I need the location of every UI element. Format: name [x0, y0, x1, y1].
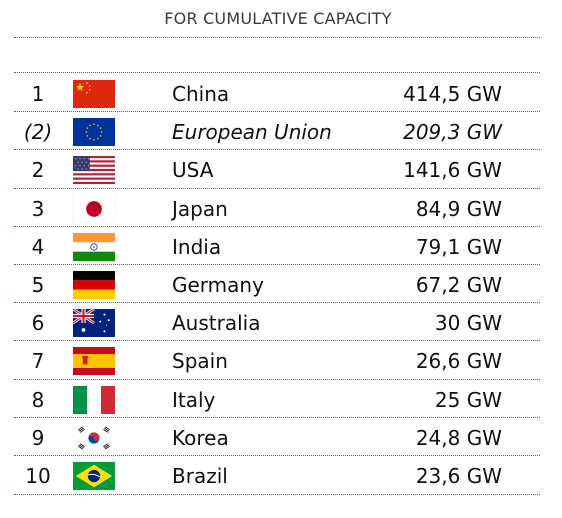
spain-flag-icon	[71, 347, 117, 375]
table-title: FOR CUMULATIVE CAPACITY	[164, 9, 392, 28]
capacity-value: 24,8 GW	[415, 426, 502, 450]
table-row: 7 Spain 26,6 GW	[14, 342, 540, 380]
country-name: Italy	[172, 388, 216, 412]
divider	[14, 226, 540, 227]
table-row: 3 Japan 84,9 GW	[14, 190, 540, 228]
divider	[14, 417, 540, 418]
india-flag-icon	[71, 233, 117, 261]
rank-cell: 10	[25, 464, 51, 488]
divider	[14, 494, 540, 495]
capacity-value: 141,6 GW	[403, 158, 502, 182]
capacity-value: 30 GW	[434, 311, 502, 335]
divider	[14, 302, 540, 303]
japan-flag-icon	[71, 195, 117, 223]
rank-cell: 7	[31, 349, 45, 373]
country-name: Spain	[172, 349, 228, 373]
divider	[14, 188, 540, 189]
rank-cell: 1	[31, 82, 45, 106]
divider	[14, 264, 540, 265]
table-row: 10 Brazil 23,6 GW	[14, 457, 540, 495]
country-name: Japan	[172, 197, 228, 221]
capacity-value: 26,6 GW	[415, 349, 502, 373]
table-row: 9 Korea 24,8 GW	[14, 419, 540, 457]
capacity-value: 79,1 GW	[415, 235, 502, 259]
germany-flag-icon	[71, 271, 117, 299]
country-name: Australia	[172, 311, 261, 335]
rank-cell: 3	[31, 197, 45, 221]
table-row: 5 Germany 67,2 GW	[14, 266, 540, 304]
capacity-value: 209,3 GW	[403, 120, 502, 144]
china-flag-icon	[71, 80, 117, 108]
usa-flag-icon	[71, 156, 117, 184]
country-name: China	[172, 82, 230, 106]
divider	[14, 37, 540, 38]
country-name: USA	[172, 158, 214, 182]
capacity-value: 84,9 GW	[415, 197, 502, 221]
country-name: European Union	[172, 120, 332, 144]
divider	[14, 455, 540, 456]
capacity-value: 414,5 GW	[403, 82, 502, 106]
country-name: Brazil	[172, 464, 228, 488]
country-name: Germany	[172, 273, 264, 297]
table-row: 4 India 79,1 GW	[14, 228, 540, 266]
rank-cell: 5	[31, 273, 45, 297]
capacity-value: 67,2 GW	[415, 273, 502, 297]
divider	[14, 111, 540, 112]
rank-cell: 4	[31, 235, 45, 259]
table-row: 1 China 414,5 GW	[14, 75, 540, 113]
italy-flag-icon	[71, 386, 117, 414]
divider	[14, 149, 540, 150]
divider	[14, 340, 540, 341]
korea-flag-icon	[71, 424, 117, 452]
rank-cell: 8	[31, 388, 45, 412]
capacity-value: 25 GW	[434, 388, 502, 412]
brazil-flag-icon	[71, 462, 117, 490]
eu-flag-icon	[71, 118, 117, 146]
capacity-value: 23,6 GW	[415, 464, 502, 488]
rank-cell: 6	[31, 311, 45, 335]
table-row: 2	[14, 151, 540, 189]
table-row: 6	[14, 304, 540, 342]
table-row: (2) European	[14, 113, 540, 151]
rank-cell: (2)	[23, 120, 53, 144]
rank-cell: 2	[31, 158, 45, 182]
divider	[14, 379, 540, 380]
rank-cell: 9	[31, 426, 45, 450]
country-name: Korea	[172, 426, 229, 450]
divider	[14, 72, 540, 73]
australia-flag-icon	[71, 309, 117, 337]
country-name: India	[172, 235, 222, 259]
table-row: 8 Italy 25 GW	[14, 381, 540, 419]
